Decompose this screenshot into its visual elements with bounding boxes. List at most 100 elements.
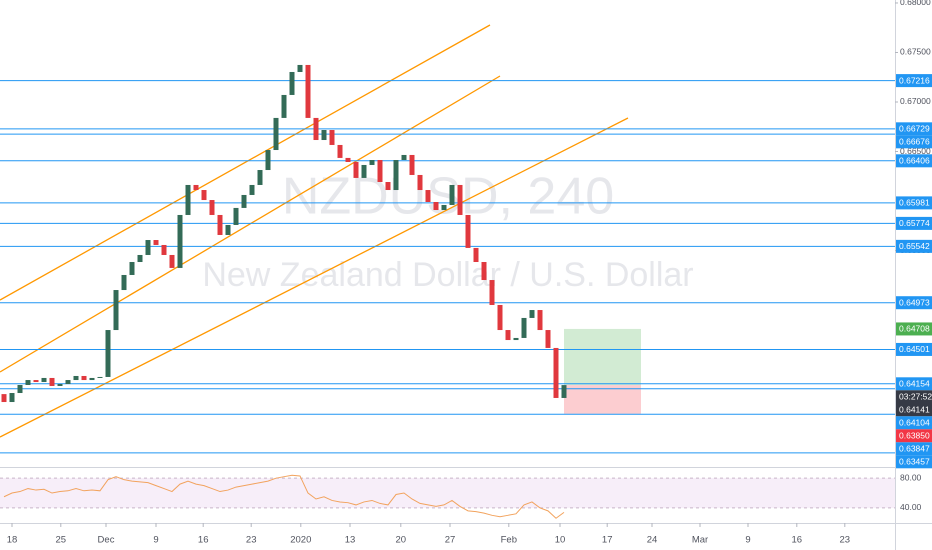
candle-body (305, 64, 311, 118)
y-tick-label: 0.67500 (900, 47, 931, 57)
candle-body (233, 207, 239, 225)
x-tick-label: 13 (345, 535, 356, 546)
level-label: 0.65542 (899, 241, 930, 251)
candle-body (353, 161, 359, 178)
candle-body (113, 290, 119, 331)
x-tick-label: 23 (840, 535, 851, 546)
candle-body (65, 380, 71, 385)
stop-loss-zone (564, 385, 641, 414)
candle-body (169, 254, 175, 268)
rsi-tick-label: 80.00 (900, 472, 922, 482)
level-label: 0.64973 (899, 297, 930, 307)
candle-body (145, 240, 151, 255)
x-tick-label: 18 (7, 535, 18, 546)
candle-body (465, 214, 471, 248)
rsi-tick-label: 40.00 (900, 502, 922, 512)
candle-body (313, 117, 319, 141)
candle-body (241, 194, 247, 208)
x-tick-label: 2020 (290, 535, 311, 546)
candle-body (417, 174, 423, 191)
candle-body (513, 337, 519, 341)
price-badge (896, 122, 932, 136)
level-label: 0.63847 (899, 444, 930, 454)
candle-body (1, 394, 7, 403)
level-label: 0.65774 (899, 218, 930, 228)
price-badge (896, 322, 932, 336)
candle-body (137, 254, 143, 263)
candle-body (57, 384, 63, 386)
candle-body (17, 384, 23, 394)
x-tick-label: Feb (501, 535, 517, 546)
candle-body (89, 377, 95, 381)
stop-label: 0.63850 (899, 431, 930, 441)
channel-line (0, 75, 501, 373)
candle-body (153, 240, 159, 245)
level-label: 0.66406 (899, 156, 930, 166)
candle-body (561, 385, 567, 398)
level-label: 0.67216 (899, 75, 930, 85)
price-badge (896, 442, 932, 456)
x-tick-label: 25 (56, 535, 67, 546)
x-tick-label: 17 (602, 535, 613, 546)
candle-body (273, 117, 279, 151)
candle-body (393, 160, 399, 191)
x-tick-label: 24 (647, 535, 658, 546)
price-badge (896, 342, 932, 356)
candle-body (489, 280, 495, 305)
candle-body (73, 375, 79, 381)
level-label: 0.64154 (899, 379, 930, 389)
x-tick-label: 9 (745, 535, 750, 546)
price-badge (896, 74, 932, 88)
candle-body (385, 181, 391, 191)
candle-body (249, 184, 255, 195)
watermark-name: New Zealand Dollar / U.S. Dollar (202, 256, 693, 294)
x-tick-label: Dec (98, 535, 115, 546)
watermark-symbol: NZDUSD, 240 (282, 168, 614, 226)
candle-body (281, 94, 287, 118)
candle-body (441, 204, 447, 211)
candle-body (345, 157, 351, 162)
candle-body (409, 154, 415, 175)
candle-body (193, 184, 199, 191)
candle-body (201, 190, 207, 201)
level-label: 0.64501 (899, 344, 930, 354)
price-badge (896, 216, 932, 230)
rsi-line (3, 474, 565, 519)
take-profit-zone (564, 328, 641, 386)
candle-body (361, 164, 367, 178)
candle-body (297, 64, 303, 72)
y-tick-label: 0.67000 (900, 96, 931, 106)
level-label: 0.66729 (899, 124, 930, 134)
candle-body (33, 380, 39, 383)
candle-body (321, 130, 327, 141)
candle-body (449, 184, 455, 205)
candle-body (537, 310, 543, 331)
candle-body (81, 375, 87, 381)
x-tick-label: 27 (445, 535, 456, 546)
candle-body (553, 347, 559, 398)
candle-body (529, 310, 535, 318)
countdown-label: 03:27:52 (899, 392, 932, 402)
candle-body (129, 262, 135, 275)
candle-body (505, 330, 511, 341)
candle-body (97, 376, 103, 378)
price-badge (896, 239, 932, 253)
candle-body (329, 130, 335, 145)
candle-body (401, 154, 407, 161)
y-tick-label: 0.66500 (900, 146, 931, 156)
candle-body (521, 317, 527, 338)
candle-body (289, 71, 295, 95)
candle-body (473, 247, 479, 263)
x-tick-label: 16 (198, 535, 209, 546)
x-tick-label: 10 (555, 535, 566, 546)
price-badge (896, 296, 932, 310)
x-tick-label: 16 (792, 535, 803, 546)
price-badge (896, 135, 932, 149)
candle-body (457, 184, 463, 215)
candle-body (497, 304, 503, 331)
level-label: 0.66676 (899, 137, 930, 147)
candle-body (217, 214, 223, 235)
level-label: 0.65981 (899, 198, 930, 208)
price-badge (896, 390, 932, 417)
